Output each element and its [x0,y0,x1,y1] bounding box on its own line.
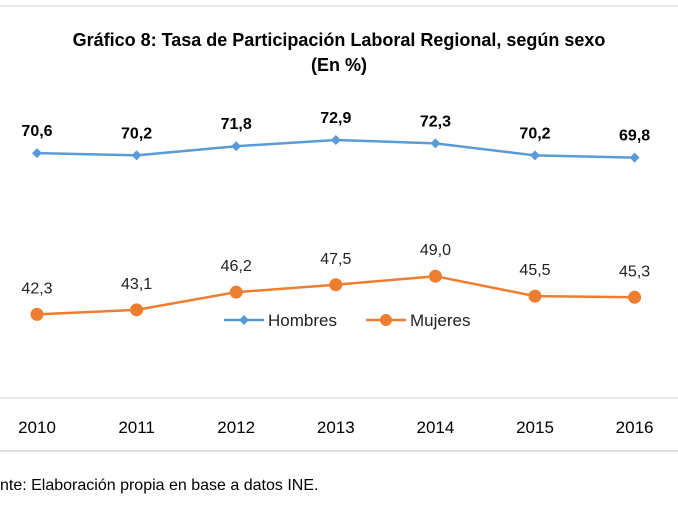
series-hombres: 70,6 70,2 71,8 72,9 72,3 70,2 69,8 [21,110,650,163]
x-tick-label: 2016 [616,418,654,437]
data-point [428,269,442,283]
data-label: 72,3 [420,113,451,130]
data-point [32,148,42,159]
data-label: 43,1 [121,276,152,293]
data-label: 69,8 [619,128,650,145]
data-point [30,307,44,321]
data-label: 72,9 [320,110,351,127]
legend-mujeres-marker [380,314,392,326]
data-label: 46,2 [221,258,252,275]
data-point [530,150,540,161]
chart-title: Gráfico 8: Tasa de Participación Laboral… [73,30,606,50]
data-label: 70,6 [21,123,52,140]
data-label: 49,0 [420,242,451,259]
x-tick-label: 2013 [317,418,355,437]
data-label: 71,8 [221,116,252,133]
data-label: 45,3 [619,263,650,280]
x-tick-label: 2014 [416,418,454,437]
legend-hombres-label: Hombres [268,311,337,330]
data-point [430,138,441,149]
legend: Hombres Mujeres [224,311,470,330]
data-point [528,289,542,303]
x-tick-label: 2012 [217,418,255,437]
series-mujeres: 42,3 43,1 46,2 47,5 49,0 45,5 45,3 [21,242,650,321]
data-label: 70,2 [519,125,550,142]
data-point [131,150,142,161]
data-point [629,152,640,163]
data-point [231,141,242,152]
x-axis-ticks: 2010 2011 2012 2013 2014 2015 2016 [18,418,653,437]
source-note: nte: Elaboración propia en base a datos … [0,477,318,494]
legend-mujeres-label: Mujeres [410,311,470,330]
data-point [330,134,341,145]
data-label: 47,5 [320,251,351,268]
chart-subtitle: (En %) [311,55,367,75]
data-point [229,285,243,299]
x-tick-label: 2011 [118,418,155,437]
data-label: 42,3 [21,280,52,297]
data-point [130,303,144,317]
data-label: 45,5 [519,262,550,279]
x-tick-label: 2010 [18,418,56,437]
data-point [628,290,642,304]
legend-hombres-marker [239,315,249,325]
x-tick-label: 2015 [516,418,554,437]
data-label: 70,2 [121,125,152,142]
data-point [329,278,343,292]
